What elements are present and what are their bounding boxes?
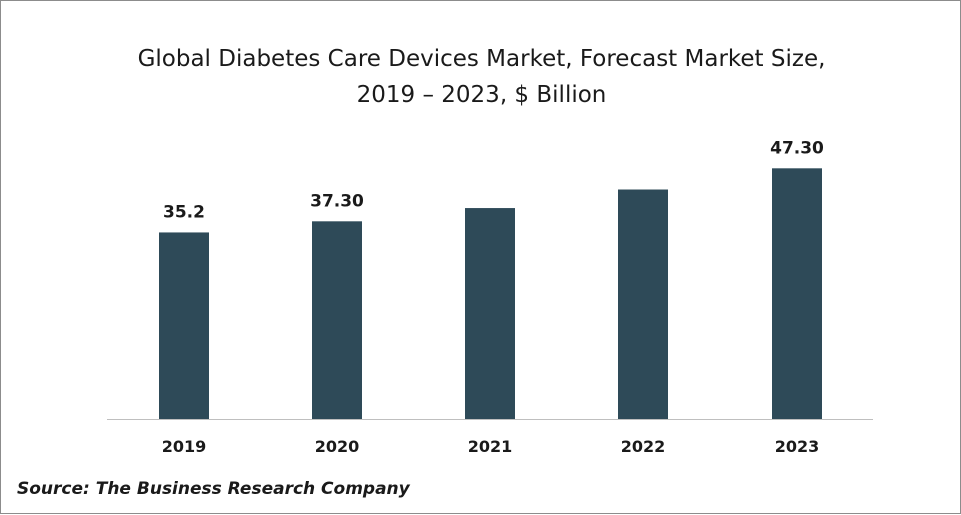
data-label-2023: 47.30 (770, 138, 824, 158)
chart-title: Global Diabetes Care Devices Market, For… (1, 41, 961, 113)
x-tick-label-2019: 2019 (162, 437, 207, 456)
bar-2020 (312, 221, 362, 419)
x-tick-label-2021: 2021 (468, 437, 513, 456)
bar-2022 (618, 189, 668, 419)
chart-title-line-1: Global Diabetes Care Devices Market, For… (137, 46, 826, 72)
x-tick-label-2020: 2020 (315, 437, 360, 456)
x-tick-label-2023: 2023 (775, 437, 820, 456)
chart-title-line-2: 2019 – 2023, $ Billion (356, 82, 607, 108)
bar-2019 (159, 232, 209, 419)
data-label-2020: 37.30 (310, 191, 364, 211)
bar-2021 (465, 208, 515, 419)
bar-2023 (772, 168, 822, 419)
x-tick-label-2022: 2022 (621, 437, 666, 456)
data-label-2019: 35.2 (163, 202, 205, 222)
source-note: Source: The Business Research Company (17, 479, 410, 499)
